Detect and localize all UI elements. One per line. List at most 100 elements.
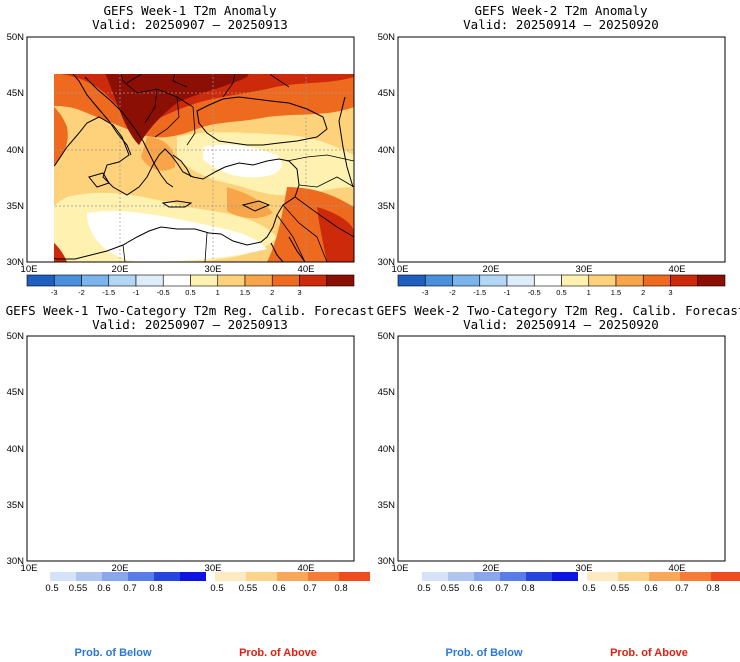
above-tick-label: 0.6 (644, 583, 657, 594)
colorbar-swatch (217, 274, 246, 287)
colorbar-swatch (397, 274, 426, 287)
colorbar-tick-label: -0.5 (157, 288, 170, 297)
lon-label: 10E (392, 264, 409, 275)
lat-label: 45N (378, 387, 396, 398)
lat-label: 45N (7, 387, 25, 398)
lat-label: 45N (378, 88, 396, 99)
below-swatch (422, 572, 448, 581)
lon-labels: 10E 20E 30E 40E (21, 264, 315, 275)
lat-label: 40N (7, 145, 25, 156)
colorbar-tick-label: 1.5 (611, 288, 621, 297)
colorbar-swatch (271, 274, 300, 287)
panel-title: GEFS Week-1 T2m Anomaly (103, 3, 277, 18)
lat-label: 50N (7, 32, 25, 43)
below-swatch (154, 572, 180, 581)
colorbar-tick-label: 2 (270, 288, 274, 297)
lat-labels: 50N 45N 40N 35N 30N (7, 32, 25, 268)
panel-valid-dates: Valid: 20250907 – 20250913 (92, 317, 288, 332)
lat-labels: 50N 45N 40N 35N 30N (378, 331, 396, 567)
panel-title: GEFS Week-1 Two-Category T2m Reg. Calib.… (6, 303, 375, 318)
below-tick-label: 0.5 (45, 583, 58, 594)
lon-label: 30E (205, 264, 222, 275)
below-swatch (50, 572, 76, 581)
below-swatch (500, 572, 526, 581)
below-swatch (552, 572, 578, 581)
above-swatch (308, 572, 339, 581)
colorbar-swatch (615, 274, 644, 287)
lat-labels: 50N 45N 40N 35N 30N (7, 331, 25, 567)
colorbar-swatch (533, 274, 562, 287)
footer-below-right: Prob. of Below (446, 647, 523, 659)
above-swatch (246, 572, 277, 581)
colorbar-tick-label: 1 (216, 288, 220, 297)
panel-valid-dates: Valid: 20250914 – 20250920 (463, 317, 659, 332)
below-tick-label: 0.55 (441, 583, 460, 594)
colorbar-swatch (326, 274, 355, 287)
lat-label: 45N (7, 88, 25, 99)
map-field (27, 336, 354, 561)
panel-valid-dates: Valid: 20250907 – 20250913 (92, 17, 288, 32)
above-swatch (339, 572, 370, 581)
lon-label: 20E (112, 563, 129, 574)
probability-colorbars: 0.5 0.55 0.6 0.7 0.8 0.5 0.55 0.6 0.7 0.8 (417, 572, 740, 594)
lat-label: 50N (378, 331, 396, 342)
lat-label: 35N (378, 201, 396, 212)
below-tick-label: 0.8 (149, 583, 162, 594)
above-tick-label: 0.7 (675, 583, 688, 594)
colorbar-swatch (561, 274, 590, 287)
colorbar-tick-label: 0.5 (556, 288, 566, 297)
lon-label: 10E (21, 264, 38, 275)
colorbar-tick-label: 1.5 (240, 288, 250, 297)
colorbar-swatch (452, 274, 481, 287)
lon-label: 40E (298, 563, 315, 574)
above-swatch (649, 572, 680, 581)
colorbar-swatch (162, 274, 191, 287)
lat-label: 50N (7, 331, 25, 342)
above-swatch (618, 572, 649, 581)
colorbar-swatch (506, 274, 535, 287)
colorbar-tick-label: -2 (449, 288, 456, 297)
map-frame (26, 335, 355, 562)
above-tick-label: 0.7 (303, 583, 316, 594)
footer-above-right: Prob. of Above (610, 647, 688, 659)
lat-label: 30N (7, 556, 25, 567)
below-swatch (474, 572, 500, 581)
map-frame (397, 335, 726, 562)
colorbar-tick-label: -1.5 (473, 288, 486, 297)
panel-week2-anomaly: GEFS Week-2 T2m Anomaly Valid: 20250914 … (378, 3, 726, 297)
colorbar-tick-label: 3 (297, 288, 301, 297)
map-frame (26, 36, 355, 263)
above-tick-label: 0.8 (334, 583, 347, 594)
lat-label: 30N (378, 556, 396, 567)
colorbar-swatch (26, 274, 55, 287)
lon-labels: 10E 20E 30E 40E (21, 563, 315, 574)
colorbar-tick-label: 3 (668, 288, 672, 297)
above-swatch (587, 572, 618, 581)
lat-label: 40N (7, 444, 25, 455)
above-tick-label: 0.55 (239, 583, 258, 594)
lon-label: 40E (669, 563, 686, 574)
panel-title: GEFS Week-2 Two-Category T2m Reg. Calib.… (377, 303, 740, 318)
colorbar-swatch (479, 274, 508, 287)
colorbar-tick-label: -1 (504, 288, 511, 297)
map-field (54, 74, 355, 263)
lon-label: 30E (576, 563, 593, 574)
lon-labels: 10E 20E 30E 40E (392, 264, 686, 275)
colorbar-swatch (424, 274, 453, 287)
above-swatch (711, 572, 740, 581)
panel-week2-probability: GEFS Week-2 Two-Category T2m Reg. Calib.… (377, 303, 740, 594)
colorbar-swatch (244, 274, 273, 287)
lat-label: 30N (7, 257, 25, 268)
lat-label: 30N (378, 257, 396, 268)
lon-label: 20E (483, 264, 500, 275)
panel-week1-anomaly: GEFS Week-1 T2m Anomaly Valid: 20250907 … (7, 3, 355, 297)
below-swatch (526, 572, 552, 581)
colorbar-swatch (670, 274, 699, 287)
colorbar-tick-label: -0.5 (528, 288, 541, 297)
lon-label: 10E (21, 563, 38, 574)
footer-below-left: Prob. of Below (75, 647, 152, 659)
lon-labels: 10E 20E 30E 40E (392, 563, 686, 574)
colorbar-tick-label: -1.5 (102, 288, 115, 297)
colorbar-tick-label: 1 (587, 288, 591, 297)
colorbar-swatch (299, 274, 328, 287)
